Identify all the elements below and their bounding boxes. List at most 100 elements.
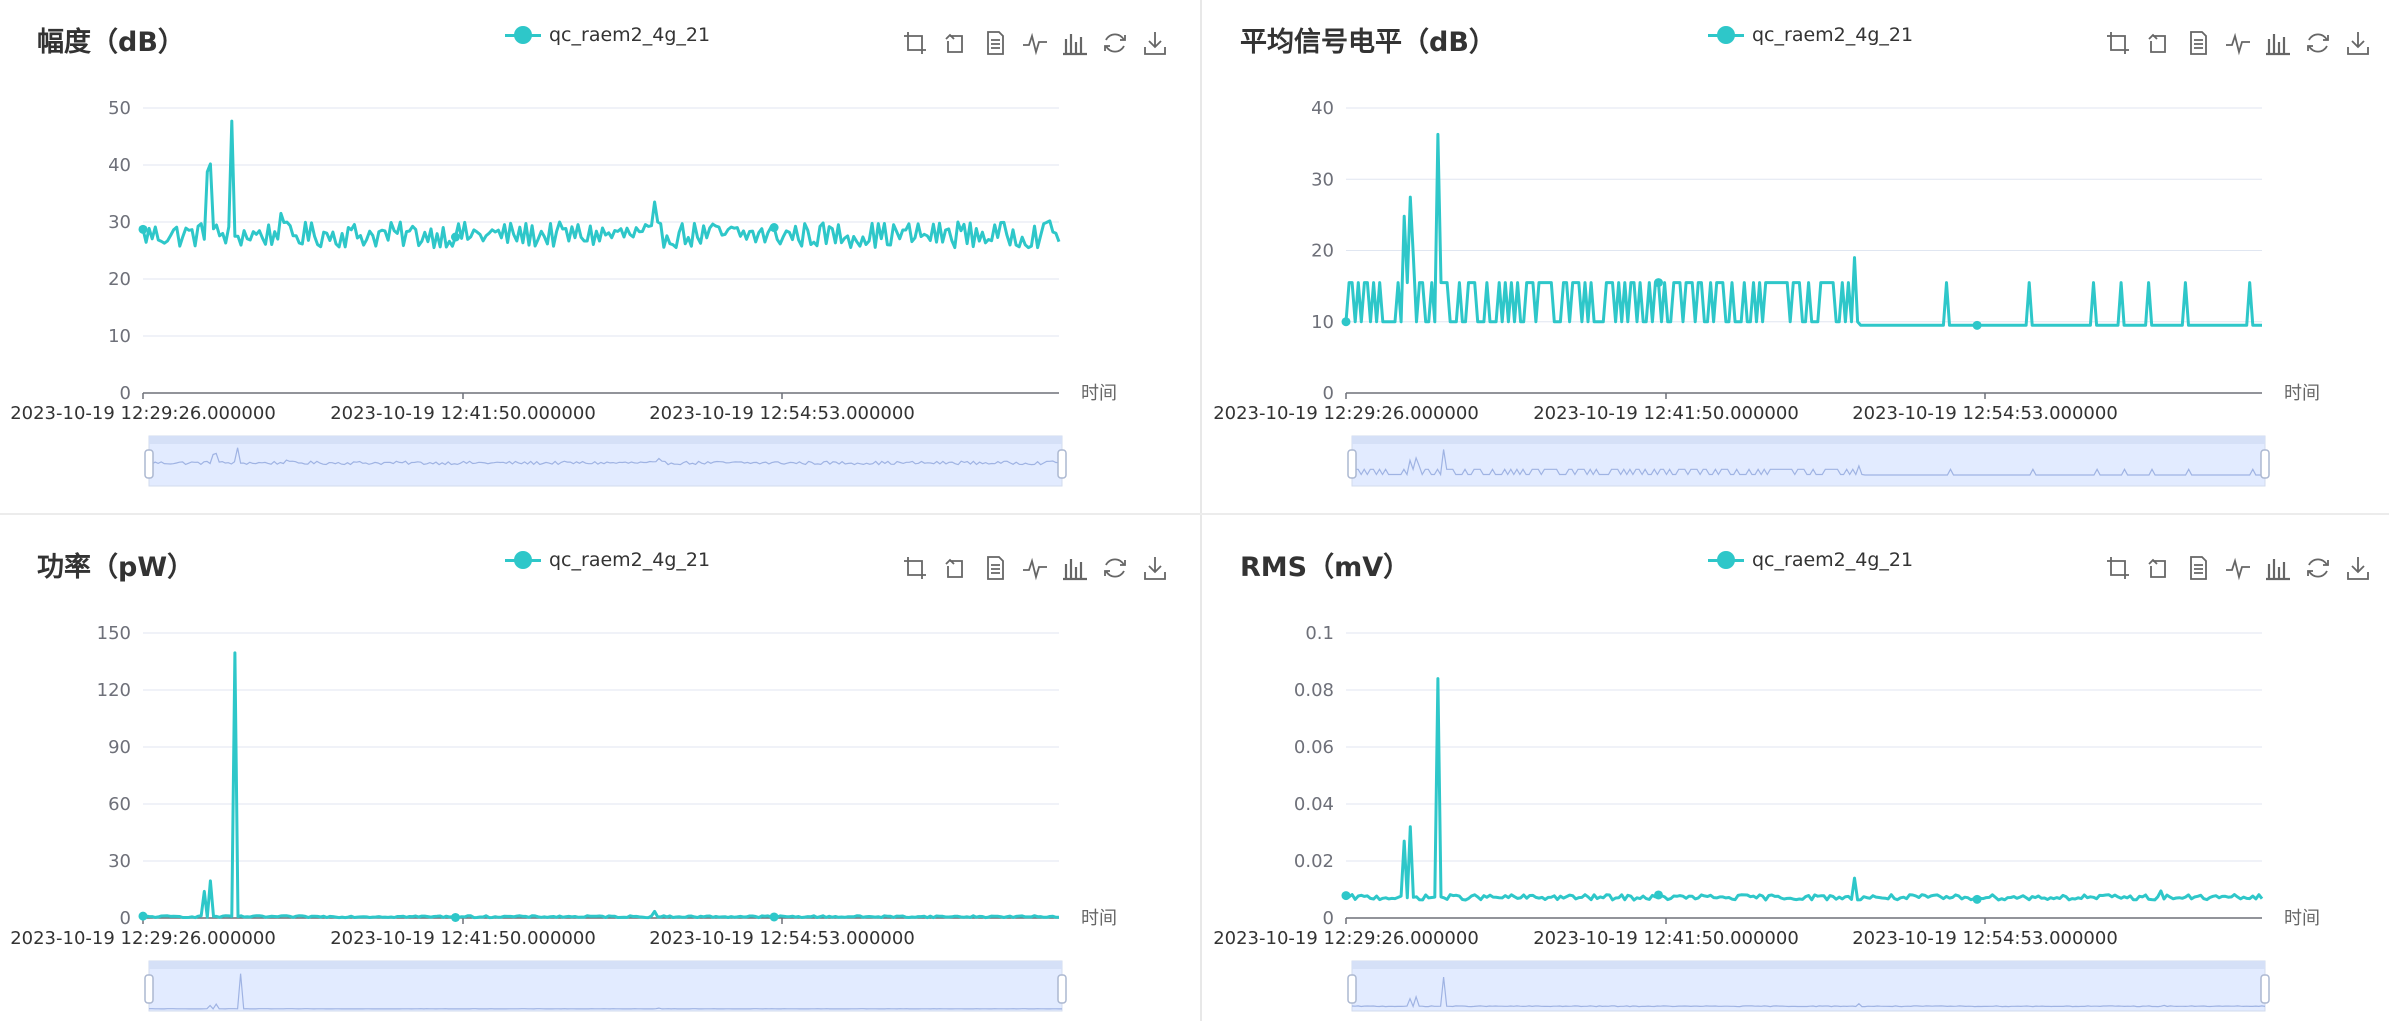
data-zoom-preview — [149, 973, 1062, 1010]
data-zoom-handle[interactable] — [2260, 974, 2270, 1004]
y-tick-label: 60 — [108, 794, 131, 815]
data-zoom-handle[interactable] — [1347, 974, 1357, 1004]
zoom-area-icon[interactable] — [900, 28, 930, 58]
data-point — [450, 232, 460, 242]
legend-label: qc_raem2_4g_21 — [1752, 549, 1914, 571]
chart-title: 平均信号电平（dB） — [1240, 27, 1496, 58]
y-tick-label: 90 — [108, 737, 131, 758]
series-line — [1344, 132, 2262, 327]
toolbox — [2103, 28, 2373, 58]
y-tick-label: 0.1 — [1305, 623, 1334, 644]
x-tick-label: 2023-10-19 12:54:53.000000 — [649, 928, 915, 949]
bar-chart-icon[interactable] — [1060, 553, 1090, 583]
restore-icon[interactable] — [1100, 553, 1130, 583]
toolbox — [900, 28, 1170, 58]
data-zoom-preview — [148, 447, 1063, 466]
y-tick-label: 10 — [108, 326, 131, 347]
save-image-icon[interactable] — [1140, 553, 1170, 583]
y-tick-label: 40 — [108, 155, 131, 176]
zoom-reset-icon[interactable] — [2143, 28, 2173, 58]
bar-chart-icon[interactable] — [2263, 28, 2293, 58]
legend-label: qc_raem2_4g_21 — [549, 549, 711, 571]
data-zoom-top-bar — [1352, 436, 2265, 444]
data-point — [138, 911, 148, 921]
x-tick-label: 2023-10-19 12:29:26.000000 — [1213, 403, 1479, 424]
x-tick-label: 2023-10-19 12:41:50.000000 — [1533, 403, 1799, 424]
data-view-icon[interactable] — [2183, 553, 2213, 583]
line-chart-icon[interactable] — [2223, 28, 2253, 58]
zoom-area-icon[interactable] — [900, 553, 930, 583]
chart-title: RMS（mV） — [1240, 552, 1411, 583]
legend-marker-icon — [505, 25, 541, 45]
x-tick-label: 2023-10-19 12:41:50.000000 — [330, 928, 596, 949]
chart-panel-power: 0 30 60 90 120 150 2023-10-19 12:29:26.000000 2… — [0, 525, 1193, 1033]
x-tick-label: 2023-10-19 12:54:53.000000 — [1852, 403, 2118, 424]
chart-title: 功率（pW） — [37, 552, 195, 583]
y-tick-label: 0 — [120, 383, 131, 404]
data-zoom-handle[interactable] — [144, 449, 154, 479]
data-zoom-preview — [1351, 449, 2265, 477]
series-line — [141, 119, 1061, 250]
data-view-icon[interactable] — [980, 553, 1010, 583]
legend-label: qc_raem2_4g_21 — [1752, 24, 1914, 46]
zoom-area-icon[interactable] — [2103, 553, 2133, 583]
x-tick-label: 2023-10-19 12:29:26.000000 — [1213, 928, 1479, 949]
x-tick-label: 2023-10-19 12:54:53.000000 — [649, 403, 915, 424]
zoom-reset-icon[interactable] — [2143, 553, 2173, 583]
y-tick-label: 0.06 — [1294, 737, 1334, 758]
save-image-icon[interactable] — [2343, 28, 2373, 58]
x-axis-name: 时间 — [1081, 908, 1117, 929]
x-tick-label: 2023-10-19 12:29:26.000000 — [10, 928, 276, 949]
data-zoom-top-bar — [149, 436, 1062, 444]
legend-item[interactable]: qc_raem2_4g_21 — [1708, 20, 1913, 50]
legend-item[interactable]: qc_raem2_4g_21 — [505, 20, 710, 50]
zoom-reset-icon[interactable] — [940, 28, 970, 58]
zoom-area-icon[interactable] — [2103, 28, 2133, 58]
data-view-icon[interactable] — [2183, 28, 2213, 58]
data-point — [450, 912, 460, 922]
data-point — [1653, 890, 1663, 900]
data-point — [769, 223, 779, 233]
line-chart-icon[interactable] — [2223, 553, 2253, 583]
y-tick-label: 30 — [108, 212, 131, 233]
data-zoom-handle[interactable] — [1057, 449, 1067, 479]
save-image-icon[interactable] — [1140, 28, 1170, 58]
y-tick-label: 40 — [1311, 98, 1334, 119]
chart-panel-avg-signal-level: 0 10 20 30 40 2023-10-19 12:29:26.000000 2023-… — [1203, 0, 2389, 508]
legend-item[interactable]: qc_raem2_4g_21 — [505, 545, 710, 575]
series-line — [143, 651, 1060, 920]
chart-title: 幅度（dB） — [37, 27, 185, 58]
horizontal-divider — [0, 513, 2389, 515]
data-zoom-handle[interactable] — [1057, 974, 1067, 1004]
legend-item[interactable]: qc_raem2_4g_21 — [1708, 545, 1913, 575]
y-tick-label: 20 — [1311, 241, 1334, 262]
legend-label: qc_raem2_4g_21 — [549, 24, 711, 46]
x-tick-label: 2023-10-19 12:41:50.000000 — [330, 403, 596, 424]
data-zoom-preview — [1351, 977, 2266, 1009]
bar-chart-icon[interactable] — [1060, 28, 1090, 58]
toolbox — [2103, 553, 2373, 583]
x-tick-label: 2023-10-19 12:54:53.000000 — [1852, 928, 2118, 949]
x-axis-name: 时间 — [2284, 908, 2320, 929]
y-tick-label: 120 — [97, 680, 131, 701]
zoom-reset-icon[interactable] — [940, 553, 970, 583]
line-chart-icon[interactable] — [1020, 553, 1050, 583]
x-axis-name: 时间 — [1081, 383, 1117, 404]
chart-panel-amplitude: 0 10 20 30 40 50 2023-10-19 12:29:26.000000 202… — [0, 0, 1193, 508]
chart-amplitude: 0 10 20 30 40 50 2023-10-19 12:29:26.000000 202… — [10, 98, 1117, 487]
data-point — [1653, 278, 1663, 288]
data-zoom-handle[interactable] — [144, 974, 154, 1004]
restore-icon[interactable] — [2303, 28, 2333, 58]
restore-icon[interactable] — [1100, 28, 1130, 58]
bar-chart-icon[interactable] — [2263, 553, 2293, 583]
data-zoom-top-bar — [149, 961, 1062, 969]
data-zoom-handle[interactable] — [2260, 449, 2270, 479]
data-zoom-handle[interactable] — [1347, 449, 1357, 479]
save-image-icon[interactable] — [2343, 553, 2373, 583]
line-chart-icon[interactable] — [1020, 28, 1050, 58]
restore-icon[interactable] — [2303, 553, 2333, 583]
y-tick-label: 0 — [120, 908, 131, 929]
data-view-icon[interactable] — [980, 28, 1010, 58]
data-point — [1972, 320, 1982, 330]
toolbox — [900, 553, 1170, 583]
